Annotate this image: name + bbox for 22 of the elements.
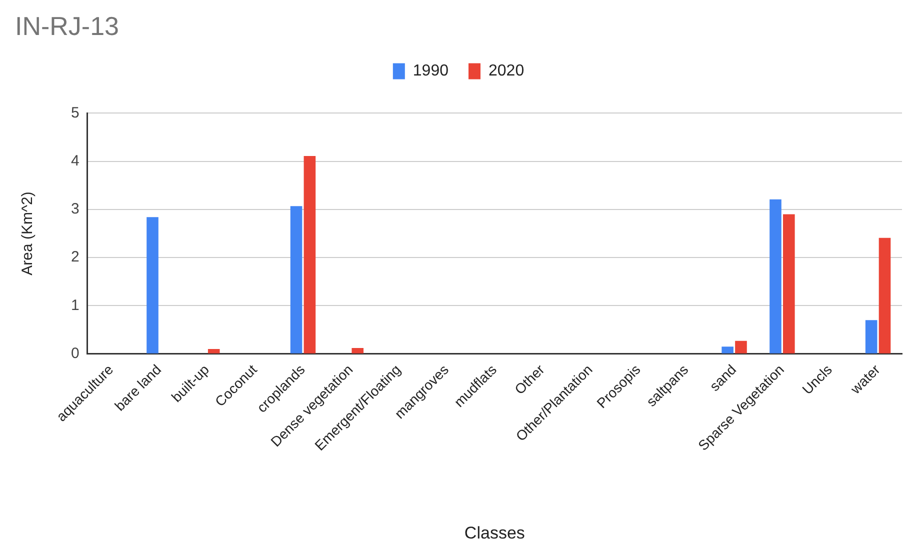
chart-title: IN-RJ-13 (15, 10, 120, 41)
y-tick-label: 2 (71, 248, 80, 266)
bar (304, 156, 316, 354)
legend-label: 2020 (488, 62, 524, 80)
bar (878, 238, 891, 354)
y-tick-label: 4 (71, 152, 80, 170)
bar (290, 206, 302, 354)
y-axis-title: Area (Km^2) (19, 192, 36, 276)
bar (865, 320, 878, 354)
bar (208, 349, 220, 354)
bar (722, 346, 734, 354)
bar (783, 214, 795, 354)
y-tick-label: 1 (71, 296, 80, 314)
y-tick-label: 0 (71, 344, 80, 362)
bar (146, 217, 158, 354)
bar (735, 340, 747, 354)
bar (770, 199, 782, 354)
y-tick-label: 5 (71, 104, 80, 122)
x-axis-title: Classes (464, 523, 525, 542)
y-tick-label: 3 (71, 200, 80, 218)
bar (352, 348, 364, 354)
legend-label: 1990 (412, 62, 449, 80)
